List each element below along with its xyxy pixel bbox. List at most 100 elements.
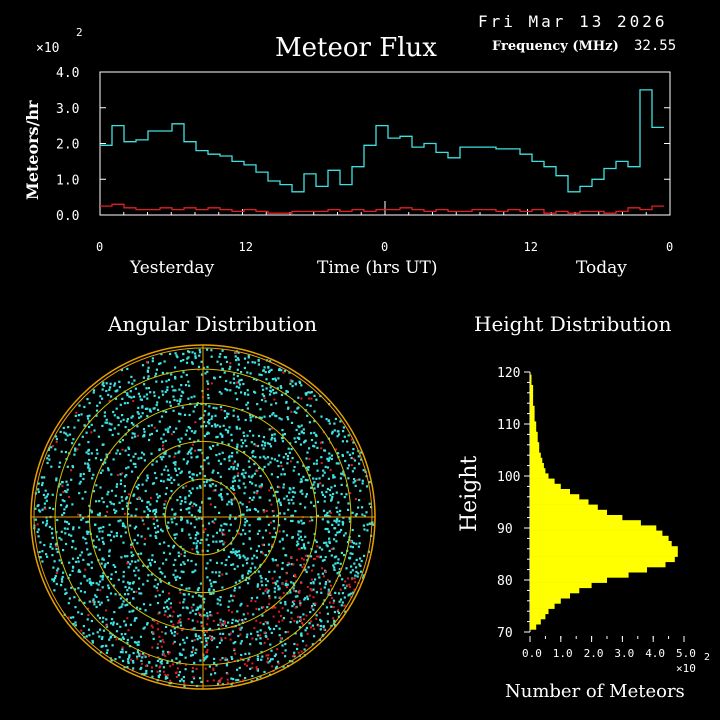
polar-point xyxy=(365,485,369,488)
polar-point xyxy=(137,412,140,415)
polar-point xyxy=(243,663,246,666)
polar-point xyxy=(85,431,88,434)
polar-point xyxy=(158,594,161,597)
polar-point xyxy=(355,542,358,545)
flux-ytick-label: 3.0 xyxy=(56,102,79,117)
polar-point xyxy=(326,520,329,523)
polar-point xyxy=(48,458,51,461)
polar-point xyxy=(67,522,70,525)
polar-point xyxy=(307,566,310,569)
polar-point xyxy=(189,449,192,452)
polar-point xyxy=(350,540,353,543)
polar-point xyxy=(177,467,181,470)
polar-point xyxy=(315,477,318,480)
polar-point xyxy=(238,627,241,630)
polar-point xyxy=(259,474,262,478)
polar-point xyxy=(315,540,318,544)
polar-point xyxy=(351,528,354,532)
polar-point xyxy=(260,577,263,580)
polar-point xyxy=(53,589,56,592)
polar-point xyxy=(90,510,93,513)
polar-point xyxy=(116,449,119,452)
polar-point xyxy=(195,648,198,651)
polar-point xyxy=(88,577,91,581)
polar-point xyxy=(206,534,209,537)
polar-point xyxy=(318,582,321,585)
page-title: Meteor Flux xyxy=(275,33,437,63)
polar-point xyxy=(156,525,159,528)
polar-point xyxy=(231,657,234,660)
polar-point xyxy=(278,367,281,370)
polar-point xyxy=(162,551,166,554)
polar-point xyxy=(126,502,129,505)
polar-point xyxy=(108,638,111,641)
height-ytick-label: 90 xyxy=(497,522,513,537)
polar-point xyxy=(148,409,152,412)
polar-point xyxy=(329,468,332,471)
polar-point xyxy=(224,417,227,420)
polar-point xyxy=(306,451,309,454)
polar-point xyxy=(289,488,292,491)
polar-point xyxy=(90,431,93,434)
polar-point xyxy=(247,475,251,478)
polar-point xyxy=(98,635,101,638)
polar-point xyxy=(136,425,139,428)
polar-point xyxy=(79,570,82,573)
polar-point xyxy=(216,424,219,427)
polar-point xyxy=(305,392,308,395)
polar-point xyxy=(47,448,50,451)
polar-point xyxy=(296,643,299,646)
polar-point xyxy=(55,438,58,441)
polar-point xyxy=(263,366,266,369)
polar-point xyxy=(293,620,296,623)
polar-point xyxy=(304,495,307,498)
polar-point xyxy=(99,580,102,583)
polar-point xyxy=(72,565,75,568)
polar-point xyxy=(99,628,102,631)
polar-point xyxy=(197,368,200,371)
polar-point xyxy=(290,611,293,614)
height-bar xyxy=(530,530,663,537)
polar-point xyxy=(149,534,152,537)
polar-point xyxy=(195,531,199,534)
polar-point xyxy=(353,588,356,591)
polar-point xyxy=(224,658,227,661)
polar-point xyxy=(90,583,93,586)
polar-point xyxy=(310,606,313,609)
polar-point xyxy=(345,567,348,570)
polar-point xyxy=(166,599,169,602)
polar-point xyxy=(36,530,39,534)
polar-point xyxy=(182,606,185,609)
flux-ytick-label: 4.0 xyxy=(56,66,79,81)
polar-point xyxy=(236,357,239,360)
polar-point xyxy=(321,548,324,551)
polar-point xyxy=(123,593,127,596)
height-bar xyxy=(530,520,641,526)
polar-point xyxy=(125,505,129,508)
polar-point xyxy=(221,451,224,454)
polar-point xyxy=(332,601,335,604)
polar-point xyxy=(162,666,165,669)
polar-point xyxy=(51,554,54,557)
polar-point xyxy=(291,457,294,460)
polar-point xyxy=(105,651,108,654)
polar-point xyxy=(194,449,197,452)
polar-point xyxy=(121,414,124,417)
polar-point xyxy=(255,378,258,381)
polar-point xyxy=(135,485,138,488)
polar-point xyxy=(146,415,149,418)
polar-point xyxy=(133,569,136,572)
polar-point xyxy=(61,484,64,487)
polar-point xyxy=(114,511,117,514)
polar-point xyxy=(323,449,327,452)
polar-point xyxy=(214,580,217,584)
polar-point xyxy=(179,624,183,627)
polar-point xyxy=(341,578,344,581)
polar-point xyxy=(313,410,316,413)
polar-point xyxy=(177,403,180,406)
polar-point xyxy=(244,486,247,489)
polar-point xyxy=(200,360,203,363)
polar-point xyxy=(108,422,111,425)
polar-point xyxy=(223,458,226,461)
polar-point xyxy=(297,543,300,546)
